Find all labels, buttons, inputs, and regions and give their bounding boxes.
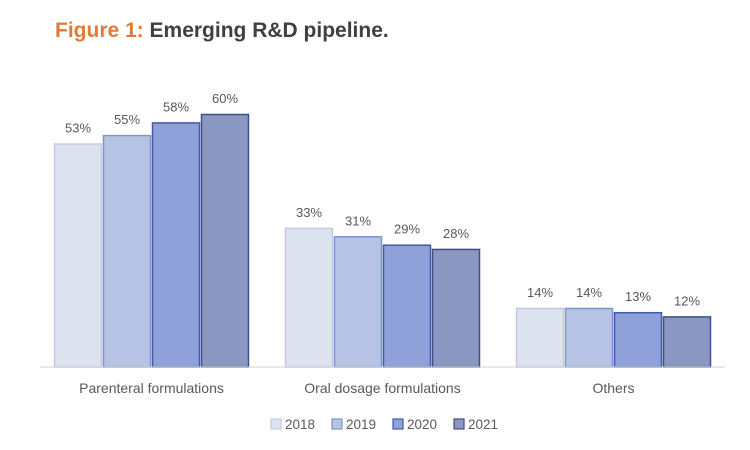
value-label-others-2020: 13% xyxy=(625,289,651,304)
bar-parenteral-formulations-2018 xyxy=(53,143,103,368)
figure-title-prefix: Figure 1: xyxy=(55,19,144,42)
bar-parenteral-formulations-2021 xyxy=(200,113,250,368)
legend-label-2021: 2021 xyxy=(468,417,498,432)
category-label-oral-dosage-formulations: Oral dosage formulations xyxy=(304,380,460,396)
value-label-oral-dosage-formulations-2019: 31% xyxy=(345,213,371,228)
legend-label-2018: 2018 xyxy=(285,417,315,432)
category-label-parenteral-formulations: Parenteral formulations xyxy=(79,380,224,396)
value-label-oral-dosage-formulations-2020: 29% xyxy=(394,222,420,237)
legend-label-2020: 2020 xyxy=(407,417,437,432)
value-label-others-2019: 14% xyxy=(576,285,602,300)
bar-oral-dosage-formulations-2021 xyxy=(431,248,481,368)
legend: 2018 2019 2020 2021 xyxy=(270,417,498,432)
value-label-oral-dosage-formulations-2018: 33% xyxy=(296,205,322,220)
bar-others-2018 xyxy=(515,307,565,368)
legend-label-2019: 2019 xyxy=(346,417,376,432)
value-label-parenteral-formulations-2020: 58% xyxy=(163,99,189,114)
bars-layer xyxy=(53,113,712,368)
bar-oral-dosage-formulations-2020 xyxy=(382,244,432,368)
category-labels-layer: Parenteral formulations Oral dosage formu… xyxy=(79,380,634,396)
bar-oral-dosage-formulations-2019 xyxy=(333,236,383,368)
legend-swatch-2019 xyxy=(331,418,343,430)
legend-swatch-2021 xyxy=(453,418,465,430)
bar-parenteral-formulations-2019 xyxy=(102,134,152,368)
value-label-parenteral-formulations-2021: 60% xyxy=(212,91,238,106)
bar-parenteral-formulations-2020 xyxy=(151,122,201,368)
figure-title-text: Emerging R&D pipeline. xyxy=(149,19,389,42)
bar-others-2019 xyxy=(564,307,614,368)
legend-swatch-2018 xyxy=(270,418,282,430)
figure-title: Figure 1: Emerging R&D pipeline. xyxy=(55,19,389,43)
value-label-others-2021: 12% xyxy=(674,293,700,308)
bar-oral-dosage-formulations-2018 xyxy=(284,227,334,368)
legend-swatch-2020 xyxy=(392,418,404,430)
category-label-others: Others xyxy=(592,380,634,396)
bar-others-2021 xyxy=(662,316,712,368)
value-label-oral-dosage-formulations-2021: 28% xyxy=(443,226,469,241)
value-label-parenteral-formulations-2018: 53% xyxy=(65,121,91,136)
value-label-parenteral-formulations-2019: 55% xyxy=(114,112,140,127)
value-label-others-2018: 14% xyxy=(527,285,553,300)
bar-others-2020 xyxy=(613,311,663,368)
value-labels-layer: 53% 55% 58% 60% 33% 31% 29% 28% 14% 14% 13% 12% xyxy=(65,91,700,308)
